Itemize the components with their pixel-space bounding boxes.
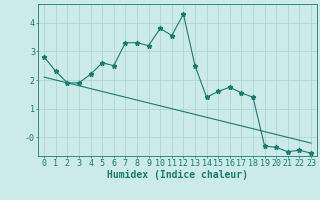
X-axis label: Humidex (Indice chaleur): Humidex (Indice chaleur) (107, 170, 248, 180)
